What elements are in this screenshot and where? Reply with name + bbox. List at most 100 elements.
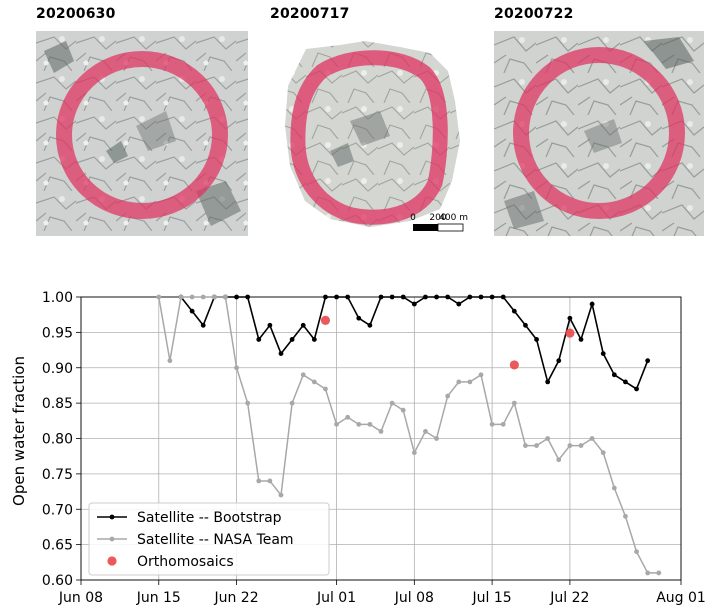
scale-tick-1: 200 (429, 213, 446, 223)
data-point (245, 400, 251, 406)
data-point (411, 450, 417, 456)
series-2 (320, 315, 575, 370)
data-point (500, 421, 506, 427)
data-point (234, 294, 239, 300)
x-tick-label: Jun 22 (213, 590, 258, 606)
data-point (234, 365, 239, 371)
data-point (478, 294, 484, 300)
data-point (478, 372, 484, 378)
data-point (545, 379, 551, 385)
data-point (356, 315, 362, 321)
data-point (423, 294, 428, 300)
chart-axes: 0.60 0.65 0.70 0.75 0.80 0.85 0.90 0.95 1.00 Jun … (42, 290, 706, 606)
data-point (389, 400, 395, 406)
data-point (200, 294, 206, 300)
data-point (556, 358, 562, 364)
data-point (445, 294, 451, 300)
data-point (334, 421, 339, 427)
legend-label: Orthomosaics (137, 554, 234, 570)
ortho-ring-3 (513, 47, 685, 219)
data-point (367, 421, 373, 427)
data-point (434, 294, 439, 300)
y-tick-label: 0.95 (42, 325, 73, 341)
data-point (278, 351, 284, 356)
data-point (345, 414, 351, 420)
ortho-image-3 (494, 31, 704, 236)
data-point (623, 513, 628, 519)
x-tick-label: Jul 22 (549, 590, 589, 606)
data-point (656, 570, 662, 576)
data-point (467, 294, 473, 300)
data-point (456, 301, 462, 307)
data-point (245, 294, 251, 300)
ortho-panel-1: 20200630 (36, 6, 248, 236)
series-0 (178, 294, 651, 392)
data-point (400, 407, 406, 413)
open-water-chart: 0.60 0.65 0.70 0.75 0.80 0.85 0.90 0.95 1.00 Jun … (10, 290, 706, 606)
data-point (645, 358, 651, 364)
data-point (511, 308, 517, 314)
legend-marker (109, 514, 115, 520)
data-point (534, 443, 539, 448)
data-point (434, 436, 439, 441)
legend-box (88, 502, 330, 576)
y-tick-label: 1.00 (42, 290, 73, 306)
data-point (378, 429, 384, 434)
data-point (345, 294, 351, 300)
y-tick-label: 0.75 (42, 467, 73, 483)
data-point (311, 337, 317, 342)
x-tick-label: Jul 15 (472, 590, 512, 606)
y-tick-label: 0.80 (42, 432, 73, 448)
data-point (523, 322, 528, 328)
y-axis-label: Open water fraction (10, 356, 28, 506)
ortho-image-2: 0 200 400 m (270, 31, 470, 236)
legend-label: Satellite -- NASA Team (137, 532, 294, 548)
data-point (611, 485, 617, 491)
data-point (256, 478, 262, 484)
legend-marker (107, 556, 117, 566)
y-tick-label: 0.60 (42, 573, 73, 589)
ortho-panel-3: 20200722 (494, 6, 704, 236)
data-point (611, 372, 617, 378)
data-point (500, 294, 506, 300)
data-point (456, 379, 462, 385)
ortho-date-3: 20200722 (494, 6, 574, 22)
series-1 (156, 294, 662, 576)
data-point (223, 294, 228, 300)
ortho-point (509, 360, 519, 370)
data-point (323, 386, 328, 392)
data-point (411, 301, 417, 307)
data-point (300, 322, 306, 328)
data-point (634, 386, 639, 392)
data-point (178, 294, 184, 300)
x-tick-label: Aug 01 (656, 590, 706, 606)
y-tick-label: 0.70 (42, 502, 73, 518)
ortho-image-1 (36, 31, 248, 236)
scale-tick-0: 0 (410, 213, 416, 223)
data-point (256, 337, 262, 342)
x-tick-label: Jul 08 (394, 590, 434, 606)
data-point (489, 421, 495, 427)
ortho-point (565, 328, 575, 338)
ortho-ring-2 (290, 50, 448, 225)
ortho-date-2: 20200717 (270, 6, 350, 22)
ortho-point (320, 315, 331, 325)
data-point (645, 570, 651, 576)
legend-marker (109, 536, 115, 542)
data-point (556, 457, 562, 463)
data-point (289, 400, 295, 406)
x-tick-label: Jul 01 (316, 590, 356, 606)
data-point (389, 294, 395, 300)
data-point (156, 294, 162, 300)
data-point (311, 379, 317, 385)
data-point (267, 478, 273, 484)
data-point (445, 393, 451, 399)
data-point (211, 294, 217, 300)
data-point (378, 294, 384, 300)
data-point (334, 294, 339, 300)
data-point (400, 294, 406, 300)
data-point (600, 351, 606, 356)
data-point (634, 549, 639, 555)
scale-tick-2: 400 m (439, 213, 468, 223)
data-point (534, 337, 539, 342)
